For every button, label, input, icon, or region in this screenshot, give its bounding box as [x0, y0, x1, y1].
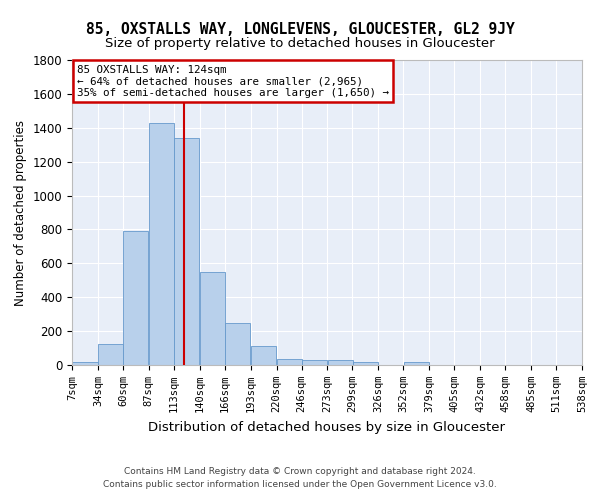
Bar — [98, 344, 124, 365]
Bar — [225, 324, 250, 365]
Bar — [200, 272, 225, 365]
Bar — [174, 138, 199, 365]
Text: 85, OXSTALLS WAY, LONGLEVENS, GLOUCESTER, GL2 9JY: 85, OXSTALLS WAY, LONGLEVENS, GLOUCESTER… — [86, 22, 514, 38]
Bar — [353, 362, 378, 365]
Text: 85 OXSTALLS WAY: 124sqm
← 64% of detached houses are smaller (2,965)
35% of semi: 85 OXSTALLS WAY: 124sqm ← 64% of detache… — [77, 64, 389, 98]
Bar — [404, 362, 429, 365]
Bar — [73, 362, 98, 365]
Y-axis label: Number of detached properties: Number of detached properties — [14, 120, 27, 306]
Bar — [251, 346, 276, 365]
Bar — [328, 360, 353, 365]
Bar — [302, 360, 327, 365]
Text: Contains HM Land Registry data © Crown copyright and database right 2024.
Contai: Contains HM Land Registry data © Crown c… — [103, 468, 497, 489]
Text: Size of property relative to detached houses in Gloucester: Size of property relative to detached ho… — [105, 38, 495, 51]
Bar — [123, 231, 148, 365]
X-axis label: Distribution of detached houses by size in Gloucester: Distribution of detached houses by size … — [149, 420, 505, 434]
Bar — [277, 359, 302, 365]
Bar — [149, 122, 175, 365]
